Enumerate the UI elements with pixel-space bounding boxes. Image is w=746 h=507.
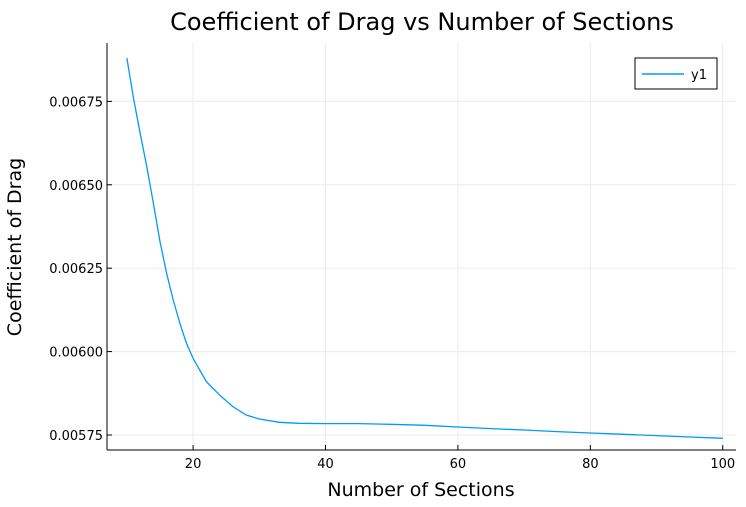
y-tick-label: 0.00600 (49, 346, 103, 361)
y-tick-label: 0.00650 (49, 179, 103, 194)
x-tick-label: 20 (185, 457, 202, 472)
y-axis-label: Coefficient of Drag (4, 158, 26, 336)
y-tick-label: 0.00625 (49, 262, 103, 277)
x-tick-label: 80 (582, 457, 599, 472)
legend-label-y1: y1 (691, 68, 707, 83)
x-axis-label: Number of Sections (327, 479, 514, 501)
y-tick-label: 0.00575 (49, 429, 103, 444)
series-line-y1 (126, 57, 723, 439)
x-tick-label: 100 (710, 457, 735, 472)
x-axis-ticks: 20 40 60 80 100 (185, 445, 735, 472)
series-layer (126, 57, 723, 439)
legend: y1 (634, 57, 718, 90)
x-tick-label: 60 (450, 457, 467, 472)
y-axis-ticks: 0.00575 0.00600 0.00625 0.00650 0.00675 (49, 95, 112, 444)
x-tick-label: 40 (317, 457, 334, 472)
chart-title: Coefficient of Drag vs Number of Section… (170, 8, 674, 36)
grid (107, 43, 736, 450)
y-tick-label: 0.00675 (49, 95, 103, 110)
